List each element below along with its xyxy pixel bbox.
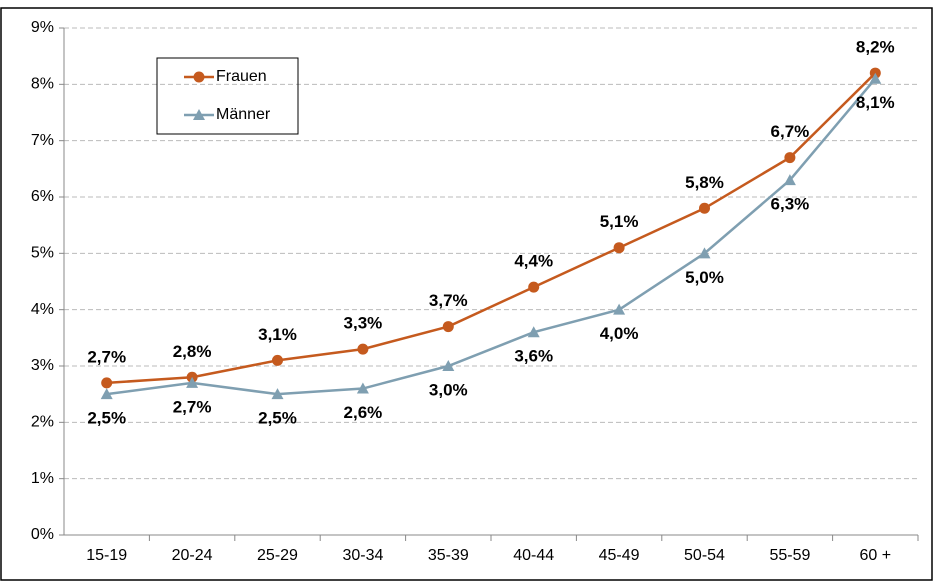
y-tick-label: 8% (31, 76, 54, 93)
data-label: 2,7% (173, 397, 212, 416)
data-point (442, 360, 455, 371)
legend-marker (193, 71, 205, 83)
data-point (699, 202, 710, 214)
data-label: 2,5% (258, 409, 297, 428)
x-tick-label: 15-19 (86, 547, 127, 564)
series-line (106, 77, 877, 396)
x-tick-label: 35-39 (428, 547, 469, 564)
y-tick-label: 6% (31, 188, 54, 205)
data-point (442, 321, 454, 333)
x-tick-label: 40-44 (513, 547, 554, 564)
data-point (100, 388, 113, 400)
legend (156, 57, 299, 135)
x-tick-label: 20-24 (172, 547, 213, 564)
data-point (698, 247, 711, 259)
data-point (869, 72, 882, 84)
data-label: 4,4% (514, 252, 553, 271)
data-point (527, 326, 540, 338)
data-point (613, 242, 625, 254)
data-point (271, 388, 284, 400)
x-tick-label: 50-54 (684, 547, 725, 564)
y-tick-label: 2% (31, 414, 54, 431)
legend-label: Männer (216, 106, 271, 123)
data-label: 4,0% (600, 324, 639, 343)
data-label: 3,1% (258, 325, 297, 344)
x-tick-label: 25-29 (257, 547, 298, 564)
data-label: 2,5% (87, 409, 126, 428)
chart-frame (0, 7, 933, 581)
data-point (101, 377, 113, 389)
x-tick-label: 45-49 (599, 547, 640, 564)
legend-label: Frauen (216, 68, 267, 85)
y-tick-label: 5% (31, 245, 54, 262)
data-point (186, 376, 199, 388)
data-label: 3,3% (344, 314, 383, 333)
x-tick-label: 30-34 (342, 547, 383, 564)
data-point (356, 382, 369, 394)
data-label: 3,7% (429, 291, 468, 310)
data-point (784, 152, 796, 164)
y-tick-label: 9% (31, 19, 54, 36)
data-point (613, 303, 626, 315)
data-label: 6,3% (771, 195, 810, 214)
data-label: 3,6% (514, 347, 553, 366)
x-tick-label: 55-59 (769, 547, 810, 564)
y-tick-label: 3% (31, 357, 54, 374)
y-tick-label: 4% (31, 301, 54, 318)
y-tick-label: 7% (31, 132, 54, 149)
y-tick-label: 0% (31, 526, 54, 543)
data-label: 8,1% (856, 93, 895, 112)
data-label: 6,7% (771, 122, 810, 141)
x-tick-label: 60 + (860, 547, 892, 564)
data-label: 2,8% (173, 342, 212, 361)
data-point (528, 281, 540, 293)
data-label: 2,7% (87, 347, 126, 366)
data-label: 5,1% (600, 212, 639, 231)
data-point (357, 343, 369, 355)
data-label: 5,8% (685, 173, 724, 192)
series-line (106, 72, 877, 385)
data-label: 3,0% (429, 380, 468, 399)
data-label: 5,0% (685, 268, 724, 287)
data-point (272, 354, 283, 366)
data-label: 2,6% (344, 403, 383, 422)
data-label: 8,2% (856, 38, 895, 57)
data-point (783, 174, 796, 186)
y-tick-label: 1% (31, 470, 54, 487)
legend-marker (193, 109, 205, 120)
